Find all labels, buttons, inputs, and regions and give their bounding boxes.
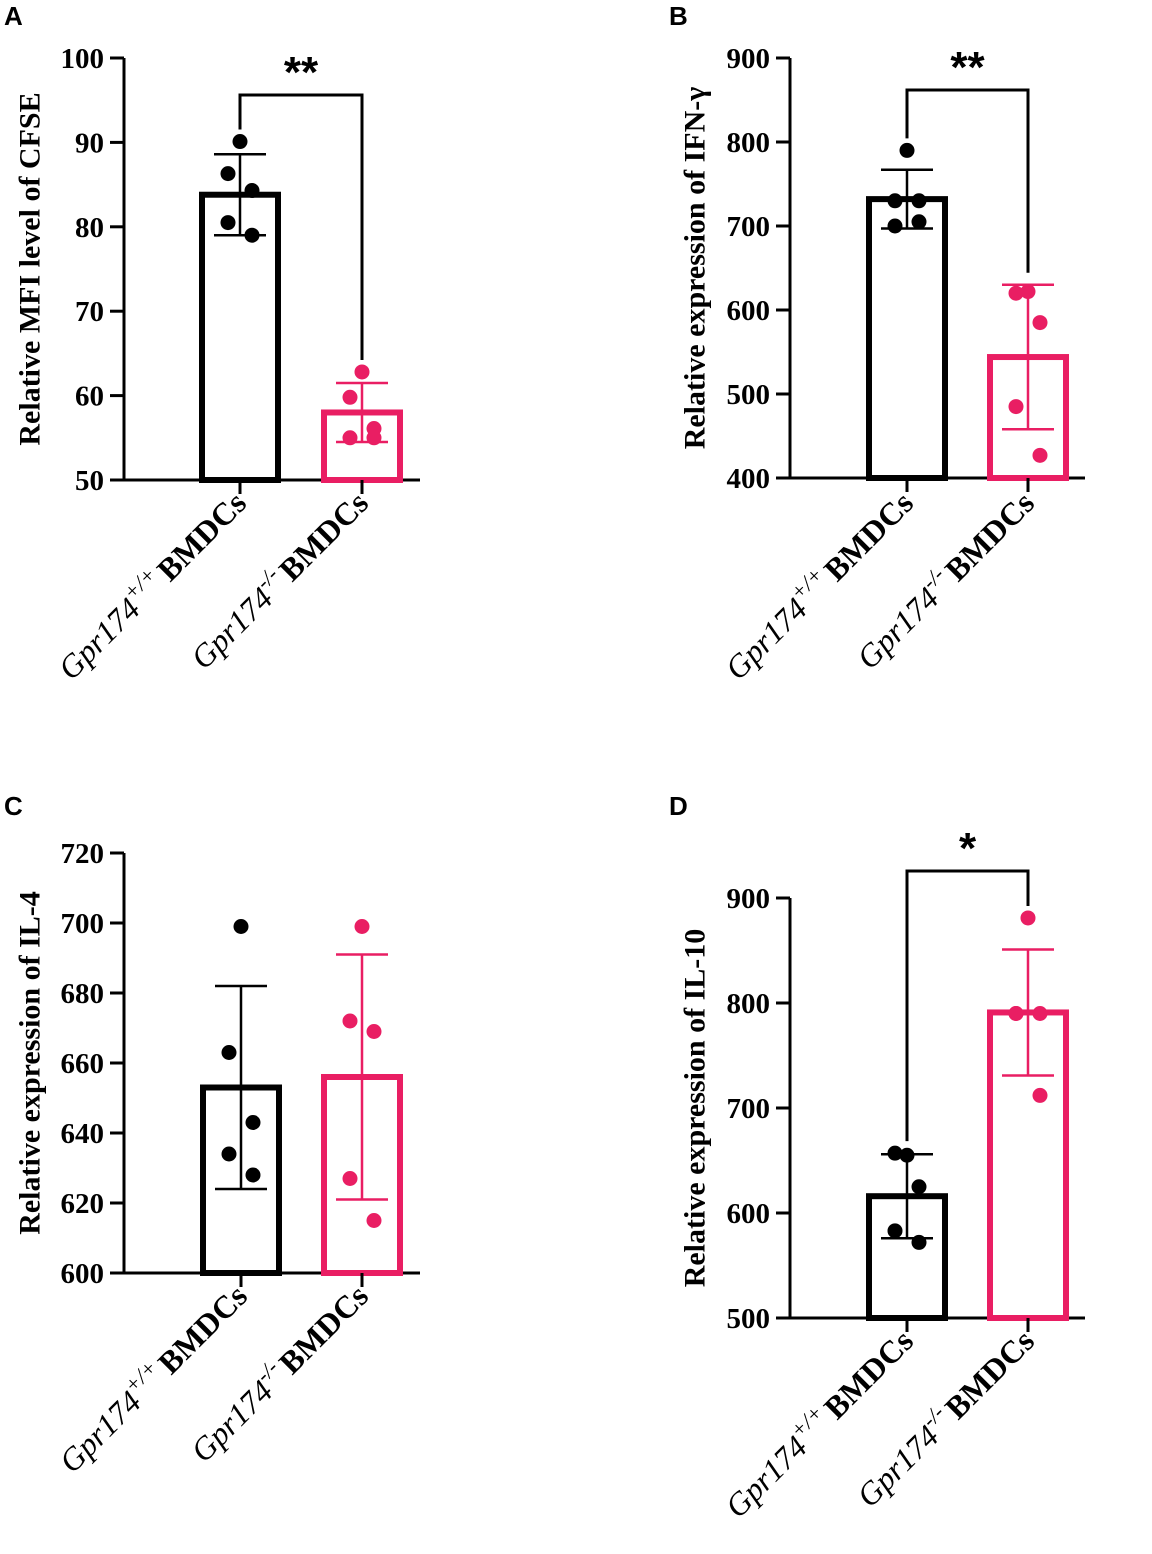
data-point bbox=[911, 1234, 927, 1250]
y-tick-label: 700 bbox=[727, 1093, 771, 1125]
data-point bbox=[1032, 315, 1048, 331]
data-point bbox=[1020, 910, 1036, 926]
category-gene: Gpr174 bbox=[718, 591, 814, 687]
significance-label: ** bbox=[950, 43, 985, 92]
category-gene: Gpr174 bbox=[184, 580, 280, 676]
category-gene: Gpr174 bbox=[52, 1384, 148, 1480]
category-gene: Gpr174 bbox=[718, 1429, 814, 1525]
y-tick-label: 500 bbox=[727, 379, 771, 411]
data-point bbox=[244, 227, 260, 243]
data-point bbox=[366, 1024, 382, 1039]
y-tick-label: 680 bbox=[61, 978, 105, 1010]
significance-bracket bbox=[238, 93, 364, 360]
y-tick-label: 900 bbox=[727, 43, 771, 75]
y-tick-label: 600 bbox=[61, 1258, 105, 1290]
panel-letter: D bbox=[669, 791, 688, 821]
data-point bbox=[342, 430, 358, 446]
significance-bracket bbox=[905, 869, 1030, 1142]
y-tick-label: 800 bbox=[727, 127, 771, 159]
data-point bbox=[911, 1179, 927, 1195]
data-point bbox=[366, 1213, 382, 1228]
data-point bbox=[245, 1167, 261, 1183]
y-tick-label: 100 bbox=[61, 43, 105, 75]
category-cell: BMDCs bbox=[272, 484, 375, 587]
data-point bbox=[342, 1013, 358, 1029]
panel-letter: A bbox=[4, 1, 23, 31]
y-tick-label: 700 bbox=[727, 211, 771, 243]
y-axis-label: Relative expression of IFN-γ bbox=[679, 87, 712, 450]
data-point bbox=[887, 193, 903, 209]
bar-wildtype bbox=[866, 196, 948, 481]
data-point bbox=[221, 1045, 237, 1060]
y-tick-label: 700 bbox=[61, 908, 105, 940]
data-point bbox=[354, 364, 370, 380]
data-point bbox=[887, 218, 903, 234]
y-tick-label: 400 bbox=[727, 463, 771, 495]
data-point bbox=[1032, 1006, 1048, 1021]
y-tick-label: 600 bbox=[727, 295, 771, 327]
data-point bbox=[1008, 399, 1024, 415]
data-point bbox=[342, 1171, 358, 1186]
y-tick-label: 800 bbox=[727, 988, 771, 1020]
panel-letter: B bbox=[669, 1, 688, 31]
panel-d: D 500 600 700 800 900 Relative expression of I… bbox=[669, 791, 1085, 1524]
category-cell: BMDCs bbox=[272, 1277, 375, 1380]
category-gene: Gpr174 bbox=[850, 580, 946, 676]
data-point bbox=[1032, 447, 1048, 463]
y-tick-label: 50 bbox=[75, 465, 104, 497]
category-gene: Gpr174 bbox=[51, 591, 147, 687]
y-tick-label: 80 bbox=[75, 212, 104, 244]
y-tick-label: 500 bbox=[727, 1303, 771, 1335]
significance-label: ** bbox=[284, 48, 319, 97]
data-point bbox=[899, 1147, 915, 1163]
y-axis-label: Relative expression of IL-10 bbox=[679, 929, 712, 1288]
panel-c: C 600 620 640 660 680 700 720 Relative expressio… bbox=[4, 791, 420, 1479]
y-tick-label: 660 bbox=[61, 1048, 105, 1080]
category-cell: BMDCs bbox=[151, 1277, 254, 1380]
data-point bbox=[1008, 285, 1024, 301]
data-point bbox=[220, 166, 236, 182]
data-point bbox=[366, 430, 382, 446]
y-tick-label: 60 bbox=[75, 381, 104, 413]
category-cell: BMDCs bbox=[817, 484, 920, 587]
category-cell: BMDCs bbox=[150, 484, 253, 587]
data-point bbox=[1008, 1006, 1024, 1021]
panel-a: A 50 60 70 80 90 100 Relative MFI level of CFSE… bbox=[4, 1, 420, 686]
data-point bbox=[911, 214, 927, 230]
y-tick-label: 70 bbox=[75, 296, 104, 328]
category-gene: Gpr174 bbox=[850, 1418, 946, 1514]
y-tick-label: 900 bbox=[727, 883, 771, 915]
y-tick-label: 90 bbox=[75, 127, 104, 159]
data-point bbox=[220, 215, 236, 231]
panel-b: B 400 500 600 700 800 900 Relative expression o… bbox=[669, 1, 1085, 686]
data-point bbox=[911, 193, 927, 209]
data-point bbox=[354, 919, 370, 934]
y-tick-label: 720 bbox=[61, 838, 105, 870]
data-point bbox=[232, 134, 248, 150]
data-point bbox=[1020, 284, 1036, 300]
y-tick-label: 640 bbox=[61, 1118, 105, 1150]
data-point bbox=[221, 1146, 237, 1162]
data-point bbox=[244, 183, 260, 199]
significance-bracket bbox=[905, 88, 1030, 273]
category-gene: Gpr174 bbox=[184, 1373, 280, 1469]
bar-wildtype bbox=[199, 191, 281, 483]
panel-letter: C bbox=[4, 791, 23, 821]
y-axis-label: Relative MFI level of CFSE bbox=[14, 92, 47, 445]
data-point bbox=[245, 1115, 261, 1130]
category-cell: BMDCs bbox=[938, 1322, 1041, 1425]
data-point bbox=[887, 1223, 903, 1239]
category-cell: BMDCs bbox=[938, 484, 1041, 587]
y-tick-label: 600 bbox=[727, 1198, 771, 1230]
y-axis-label: Relative expression of IL-4 bbox=[14, 891, 47, 1235]
significance-label: * bbox=[959, 824, 977, 873]
y-tick-label: 620 bbox=[61, 1188, 105, 1220]
data-point bbox=[342, 389, 358, 405]
data-point bbox=[887, 1145, 903, 1161]
category-cell: BMDCs bbox=[817, 1322, 920, 1425]
data-point bbox=[1032, 1087, 1048, 1103]
data-point bbox=[233, 919, 249, 934]
data-point bbox=[899, 142, 915, 158]
